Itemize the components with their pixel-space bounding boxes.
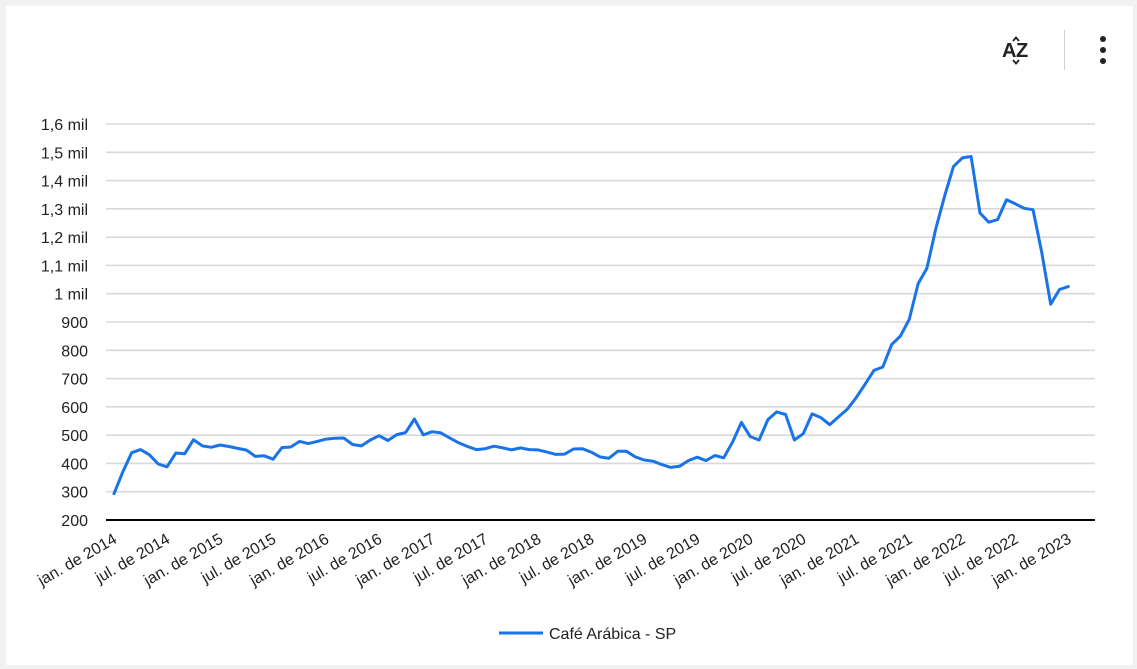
series-lines	[112, 155, 1070, 496]
y-tick-label: 1 mil	[54, 287, 88, 304]
svg-text:Z: Z	[1016, 40, 1028, 62]
y-tick-label: 200	[61, 513, 88, 530]
svg-text:A: A	[1002, 40, 1016, 62]
series-line	[112, 155, 1070, 496]
y-axis-labels: 200 300 400 500 600 700 800 900 1 mil 1,1 mil 1,2 …	[41, 117, 88, 530]
more-vertical-icon	[1100, 36, 1106, 64]
y-tick-label: 1,5 mil	[41, 145, 88, 162]
y-tick-label: 1,2 mil	[41, 230, 88, 247]
sort-button[interactable]: A Z	[994, 28, 1038, 72]
toolbar-divider	[1064, 30, 1065, 70]
y-tick-label: 1,3 mil	[41, 202, 88, 219]
y-tick-label: 1,4 mil	[41, 174, 88, 191]
chart-toolbar: A Z	[994, 22, 1115, 78]
line-chart: 200 300 400 500 600 700 800 900 1 mil 1,1 mil 1,2 …	[34, 117, 1095, 643]
gridlines	[106, 123, 1095, 493]
chart-card: 200 300 400 500 600 700 800 900 1 mil 1,1 mil 1,2 …	[6, 6, 1133, 665]
y-tick-label: 500	[61, 428, 88, 445]
y-tick-label: 300	[61, 485, 88, 502]
y-tick-label: 900	[61, 315, 88, 332]
y-tick-label: 1,1 mil	[41, 258, 88, 275]
y-tick-label: 1,6 mil	[41, 117, 88, 134]
y-tick-label: 400	[61, 456, 88, 473]
y-tick-label: 700	[61, 372, 88, 389]
y-tick-label: 800	[61, 343, 88, 360]
legend-label: Café Arábica - SP	[549, 626, 676, 643]
legend: Café Arábica - SP	[499, 626, 676, 643]
sort-az-icon: A Z	[1002, 36, 1028, 65]
y-tick-label: 600	[61, 400, 88, 417]
more-options-button[interactable]	[1091, 28, 1115, 72]
